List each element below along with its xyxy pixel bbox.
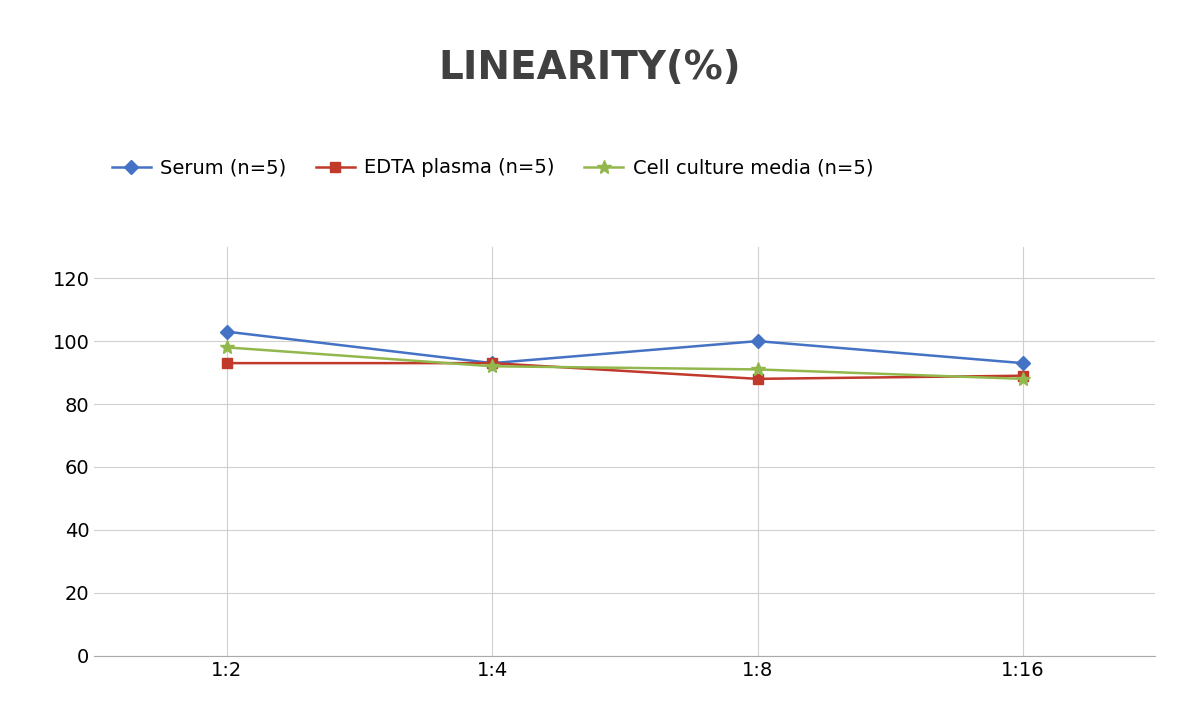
Cell culture media (n=5) [1016, 374, 1030, 383]
EDTA plasma (n=5) [486, 359, 500, 367]
EDTA plasma (n=5) [1016, 372, 1030, 380]
Serum (n=5) [220, 327, 235, 336]
Legend: Serum (n=5), EDTA plasma (n=5), Cell culture media (n=5): Serum (n=5), EDTA plasma (n=5), Cell cul… [104, 151, 881, 185]
Cell culture media (n=5) [751, 365, 765, 374]
Line: EDTA plasma (n=5): EDTA plasma (n=5) [222, 358, 1028, 384]
Cell culture media (n=5) [220, 343, 235, 352]
EDTA plasma (n=5) [751, 374, 765, 383]
Serum (n=5) [486, 359, 500, 367]
EDTA plasma (n=5) [220, 359, 235, 367]
Serum (n=5) [751, 337, 765, 345]
Line: Cell culture media (n=5): Cell culture media (n=5) [220, 341, 1029, 386]
Serum (n=5) [1016, 359, 1030, 367]
Text: LINEARITY(%): LINEARITY(%) [439, 49, 740, 87]
Cell culture media (n=5) [486, 362, 500, 371]
Line: Serum (n=5): Serum (n=5) [222, 327, 1028, 368]
